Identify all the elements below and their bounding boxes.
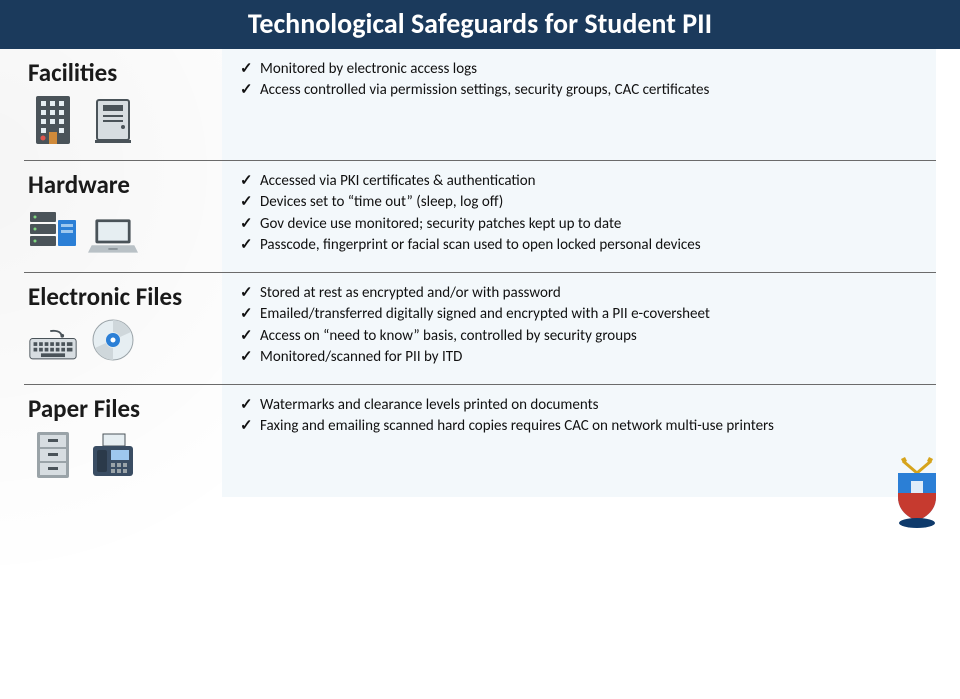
bullet-item: Watermarks and clearance levels printed …: [240, 395, 922, 415]
file-cabinet-icon: [28, 430, 78, 482]
disc-icon: [88, 318, 138, 362]
row-paper-files: Paper Files: [24, 385, 936, 497]
row-left: Electronic Files: [24, 273, 222, 384]
bullet-item: Gov device use monitored; security patch…: [240, 214, 922, 234]
row-title: Paper Files: [28, 393, 218, 424]
bullet-list: Watermarks and clearance levels printed …: [240, 395, 922, 437]
row-left: Hardware: [24, 161, 222, 272]
server-icon: [28, 206, 78, 256]
row-panel: Monitored by electronic access logs Acce…: [222, 49, 936, 160]
fax-icon: [88, 432, 138, 482]
row-icons: [28, 206, 218, 256]
row-left: Facilities: [24, 49, 222, 160]
row-panel: Stored at rest as encrypted and/or with …: [222, 273, 936, 384]
bullet-item: Access on “need to know” basis, controll…: [240, 326, 922, 346]
bullet-list: Monitored by electronic access logs Acce…: [240, 59, 922, 101]
row-left: Paper Files: [24, 385, 222, 497]
bullet-item: Stored at rest as encrypted and/or with …: [240, 283, 922, 303]
content-area: Facilities: [0, 49, 960, 497]
row-icons: [28, 318, 218, 362]
bullet-item: Monitored/scanned for PII by ITD: [240, 347, 922, 367]
row-title: Hardware: [28, 169, 218, 200]
row-icons: [28, 94, 218, 146]
bullet-item: Devices set to “time out” (sleep, log of…: [240, 192, 922, 212]
bullet-item: Accessed via PKI certificates & authenti…: [240, 171, 922, 191]
building-icon: [28, 94, 78, 146]
bullet-item: Faxing and emailing scanned hard copies …: [240, 416, 922, 436]
row-electronic-files: Electronic Files: [24, 273, 936, 385]
row-hardware: Hardware: [24, 161, 936, 273]
bullet-list: Stored at rest as encrypted and/or with …: [240, 283, 922, 367]
bullet-list: Accessed via PKI certificates & authenti…: [240, 171, 922, 255]
door-icon: [88, 96, 138, 146]
laptop-icon: [88, 216, 138, 256]
bullet-item: Emailed/transferred digitally signed and…: [240, 304, 922, 324]
bullet-item: Access controlled via permission setting…: [240, 80, 922, 100]
row-title: Electronic Files: [28, 281, 218, 312]
row-title: Facilities: [28, 57, 218, 88]
bullet-item: Passcode, fingerprint or facial scan use…: [240, 235, 922, 255]
bullet-item: Monitored by electronic access logs: [240, 59, 922, 79]
keyboard-icon: [28, 328, 78, 362]
row-panel: Watermarks and clearance levels printed …: [222, 385, 936, 497]
row-panel: Accessed via PKI certificates & authenti…: [222, 161, 936, 272]
row-facilities: Facilities: [24, 49, 936, 161]
page-title: Technological Safeguards for Student PII: [0, 0, 960, 49]
ndu-seal-logo: [884, 453, 950, 534]
row-icons: [28, 430, 218, 482]
